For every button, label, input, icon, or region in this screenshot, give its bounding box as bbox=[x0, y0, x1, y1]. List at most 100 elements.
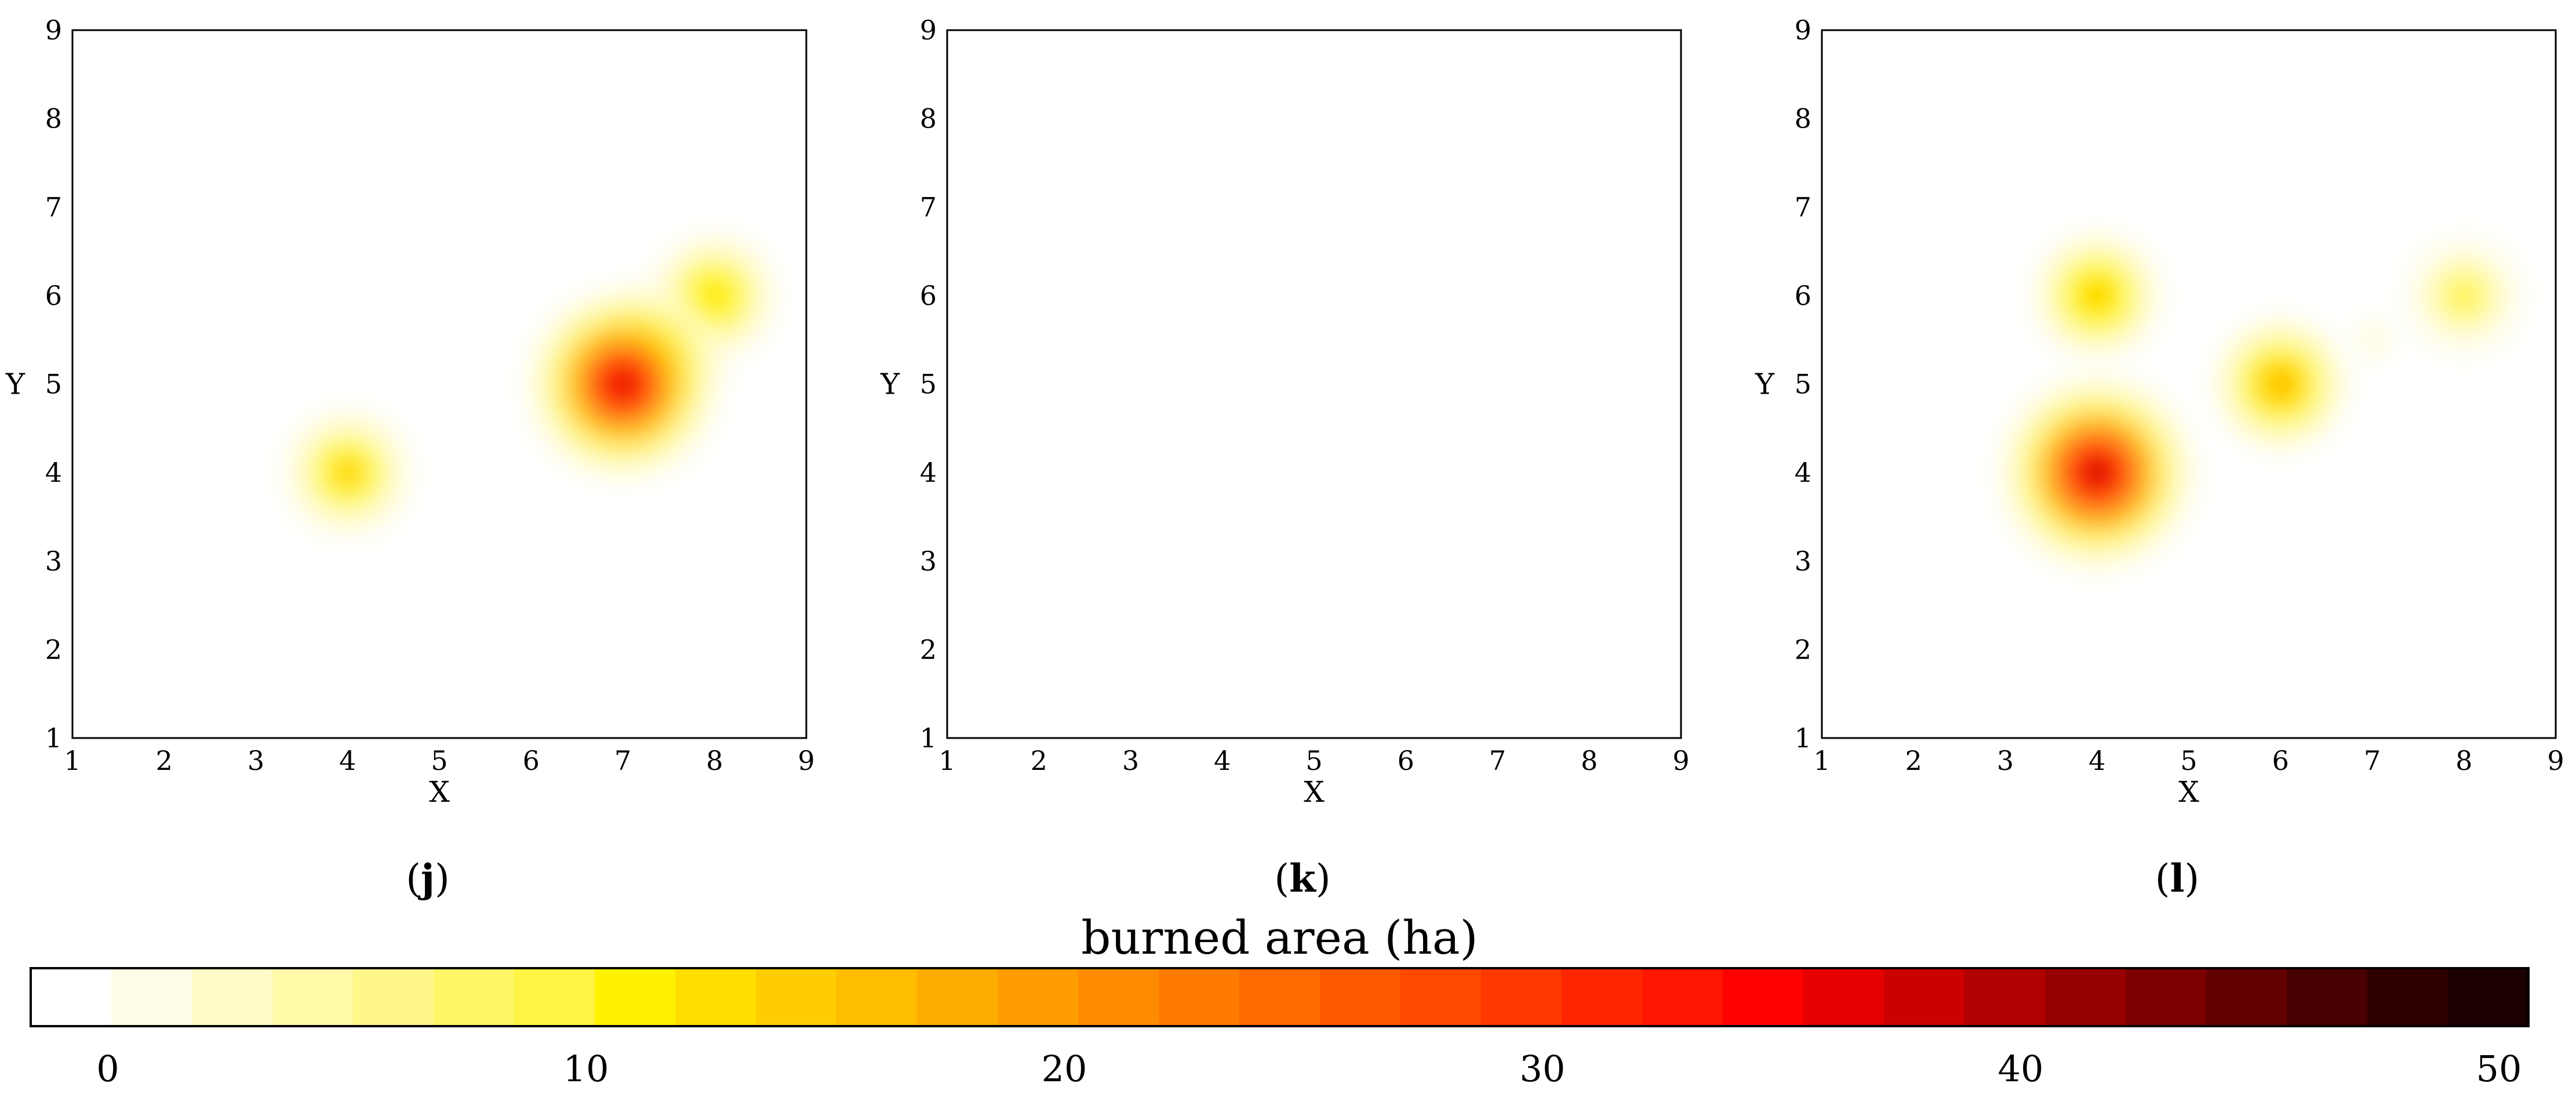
y-tick-label: 2 bbox=[1795, 634, 1811, 665]
colorbar-swatch bbox=[1562, 968, 1643, 1026]
x-tick-label: 2 bbox=[1031, 745, 1047, 776]
x-tick-label: 1 bbox=[1813, 745, 1830, 776]
colorbar-swatch bbox=[836, 968, 918, 1026]
panel-label: (j) bbox=[406, 856, 449, 901]
x-axis-label: X bbox=[429, 775, 450, 809]
colorbar-tick-label: 10 bbox=[563, 1048, 609, 1090]
x-axis-label: X bbox=[2178, 775, 2199, 809]
x-tick-label: 3 bbox=[1122, 745, 1139, 776]
x-tick-label: 5 bbox=[431, 745, 447, 776]
plot-frame bbox=[1821, 29, 2557, 739]
x-tick-label: 7 bbox=[1489, 745, 1506, 776]
colorbar-tick-label: 0 bbox=[96, 1048, 119, 1090]
x-tick-label: 9 bbox=[798, 745, 814, 776]
y-tick-label: 4 bbox=[920, 457, 937, 488]
y-tick-label: 3 bbox=[1795, 546, 1811, 577]
y-tick-label: 3 bbox=[920, 546, 937, 577]
x-tick-label: 4 bbox=[1214, 745, 1231, 776]
y-tick-label: 1 bbox=[45, 722, 62, 754]
colorbar-swatch bbox=[2448, 968, 2529, 1026]
colorbar-swatch bbox=[2206, 968, 2287, 1026]
colorbar-tick-label: 50 bbox=[2476, 1048, 2522, 1090]
x-tick-label: 5 bbox=[2180, 745, 2197, 776]
x-tick-label: 9 bbox=[2547, 745, 2564, 776]
heat-layer bbox=[261, 210, 800, 559]
x-tick-label: 6 bbox=[2272, 745, 2289, 776]
x-tick-label: 4 bbox=[2089, 745, 2105, 776]
hotspot bbox=[509, 270, 737, 498]
y-tick-label: 5 bbox=[920, 369, 937, 400]
y-tick-label: 2 bbox=[45, 634, 62, 665]
x-tick-label: 1 bbox=[938, 745, 955, 776]
colorbar-swatch bbox=[1723, 968, 1804, 1026]
x-tick-label: 8 bbox=[1581, 745, 1598, 776]
colorbar-swatch bbox=[2367, 968, 2448, 1026]
hotspot bbox=[1981, 357, 2213, 588]
panel-j: 1 2 3 4 5 6 7 8 9 1 2 3 4 5 6 7 8 9 X Y (j) bbox=[5, 14, 815, 901]
x-tick-label: 6 bbox=[523, 745, 540, 776]
colorbar-frame bbox=[30, 967, 2530, 1027]
plot-frame bbox=[71, 29, 807, 739]
y-tick-label: 7 bbox=[920, 191, 937, 223]
x-axis-label: X bbox=[1304, 775, 1325, 809]
panel-label: (l) bbox=[2155, 856, 2200, 901]
hotspot bbox=[2010, 208, 2185, 383]
y-tick-label: 2 bbox=[920, 634, 937, 665]
heatmap-panels: 1 2 3 4 5 6 7 8 9 1 2 3 4 5 6 7 8 9 X Y (j) 1 2 3 4 5 6 7 8 9 1 2 3 4 5 6 7 8… bbox=[5, 14, 2564, 901]
x-tick-label: 7 bbox=[614, 745, 631, 776]
y-tick-label: 6 bbox=[920, 280, 937, 311]
y-tick-label: 5 bbox=[45, 369, 62, 400]
x-tick-label: 4 bbox=[339, 745, 356, 776]
colorbar-title: burned area (ha) bbox=[1081, 911, 1478, 965]
y-tick-label: 6 bbox=[45, 280, 62, 311]
colorbar-swatch bbox=[917, 968, 998, 1026]
colorbar: burned area (ha) 0 10 20 30 40 50 bbox=[30, 911, 2530, 1090]
colorbar-swatch bbox=[1964, 968, 2046, 1026]
y-tick-label: 9 bbox=[45, 14, 62, 46]
colorbar-swatch bbox=[1803, 968, 1884, 1026]
x-tick-label: 2 bbox=[156, 745, 173, 776]
x-tick-label: 8 bbox=[2455, 745, 2472, 776]
colorbar-swatch bbox=[1642, 968, 1723, 1026]
y-tick-label: 1 bbox=[1795, 722, 1811, 754]
colorbar-swatch bbox=[1400, 968, 1482, 1026]
y-axis-label: Y bbox=[880, 368, 900, 401]
y-tick-label: 3 bbox=[45, 546, 62, 577]
colorbar-swatch bbox=[353, 968, 434, 1026]
colorbar-swatch bbox=[111, 968, 192, 1026]
y-tick-label: 7 bbox=[45, 191, 62, 223]
colorbar-tick-label: 40 bbox=[1998, 1048, 2044, 1090]
hotspot bbox=[2384, 215, 2545, 376]
colorbar-swatch bbox=[756, 968, 837, 1026]
plot-area bbox=[947, 30, 1681, 738]
x-tick-label: 7 bbox=[2364, 745, 2381, 776]
colorbar-swatch bbox=[2287, 968, 2368, 1026]
x-tick-label: 2 bbox=[1905, 745, 1922, 776]
colorbar-tick-label: 30 bbox=[1520, 1048, 1566, 1090]
colorbar-swatch bbox=[31, 968, 112, 1026]
y-tick-label: 6 bbox=[1795, 280, 1811, 311]
colorbar-swatch bbox=[1078, 968, 1159, 1026]
colorbar-swatch bbox=[595, 968, 676, 1026]
y-tick-label: 8 bbox=[45, 103, 62, 135]
colorbar-swatch bbox=[1320, 968, 1401, 1026]
colorbar-swatch bbox=[192, 968, 273, 1026]
colorbar-swatch bbox=[2126, 968, 2207, 1026]
y-tick-label: 8 bbox=[920, 103, 937, 135]
colorbar-swatch bbox=[1481, 968, 1562, 1026]
plot-frame bbox=[946, 29, 1682, 739]
colorbar-tick-label: 20 bbox=[1042, 1048, 1087, 1090]
colorbar-swatch bbox=[998, 968, 1079, 1026]
y-tick-label: 4 bbox=[45, 457, 62, 488]
hotspot bbox=[2191, 294, 2370, 474]
y-tick-label: 4 bbox=[1795, 457, 1811, 488]
y-tick-label: 8 bbox=[1795, 103, 1811, 135]
heat-layer bbox=[1981, 208, 2545, 588]
y-tick-label: 1 bbox=[920, 722, 937, 754]
colorbar-swatch bbox=[2045, 968, 2126, 1026]
x-tick-label: 6 bbox=[1398, 745, 1414, 776]
y-tick-label: 5 bbox=[1795, 369, 1811, 400]
y-tick-label: 7 bbox=[1795, 191, 1811, 223]
y-tick-label: 9 bbox=[1795, 14, 1811, 46]
